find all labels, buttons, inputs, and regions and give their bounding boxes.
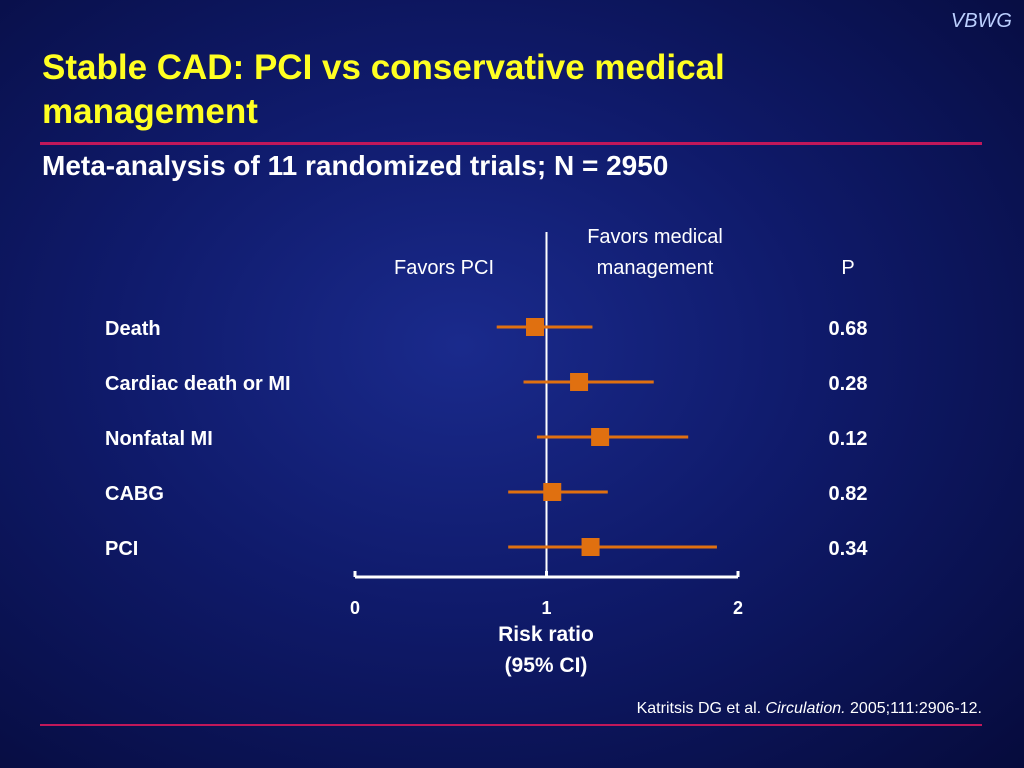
p-value: 0.28 [829, 373, 868, 395]
point-estimate-marker [543, 483, 562, 501]
p-value: 0.68 [829, 318, 868, 340]
plot-area: 0 1 2 Death 0.68 Cardiac death or MI 0.28 Nonfa… [105, 232, 868, 618]
x-tick-label: 0 [350, 598, 360, 618]
citation-journal: Circulation. [765, 700, 846, 717]
header-p: P [841, 257, 854, 279]
slide-subtitle: Meta-analysis of 11 randomized trials; N… [42, 150, 669, 181]
header-favors-medical-line1: Favors medical [587, 226, 723, 248]
header-favors-medical-line2: management [597, 257, 714, 279]
row-label: CABG [105, 483, 164, 505]
row-label: Nonfatal MI [105, 428, 213, 450]
point-estimate-marker [526, 318, 545, 336]
title-divider [40, 142, 982, 145]
point-estimate-marker [591, 428, 610, 446]
x-tick-label: 1 [541, 598, 551, 618]
chart-headers: Favors PCI Favors medical management P [394, 226, 855, 279]
header-favors-pci: Favors PCI [394, 257, 494, 279]
footer-divider [40, 724, 982, 726]
row-label: Cardiac death or MI [105, 373, 291, 395]
brand-logo: VBWG [950, 10, 1012, 32]
p-value: 0.34 [829, 538, 869, 560]
citation: Katritsis DG et al. Circulation. 2005;11… [637, 700, 982, 718]
x-tick-label: 2 [733, 598, 743, 618]
row-label: PCI [105, 538, 138, 560]
p-value: 0.82 [829, 483, 868, 505]
point-estimate-marker [581, 538, 600, 556]
citation-authors: Katritsis DG et al. [636, 700, 762, 717]
point-estimate-marker [570, 373, 589, 391]
citation-details: 2005;111:2906-12. [850, 700, 982, 717]
x-axis-label-line2: (95% CI) [505, 654, 588, 677]
x-axis-label: Risk ratio (95% CI) [498, 623, 594, 677]
x-axis-label-line1: Risk ratio [498, 623, 594, 646]
p-value: 0.12 [829, 428, 868, 450]
slide-title: Stable CAD: PCI vs conservative medical … [42, 48, 725, 131]
row-label: Death [105, 318, 161, 340]
